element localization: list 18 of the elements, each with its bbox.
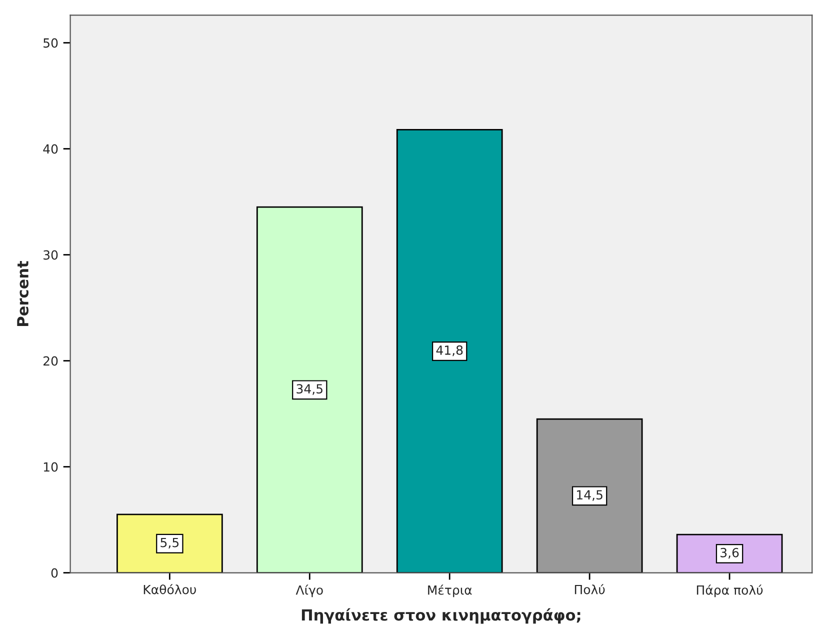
data-label: 14,5 <box>577 490 602 501</box>
y-tick-label: 0 <box>51 568 58 578</box>
data-label: 41,8 <box>436 345 463 356</box>
x-tick-label: Καθόλου <box>144 584 196 594</box>
y-tick-label: 10 <box>44 462 58 472</box>
y-tick-label: 20 <box>44 356 58 366</box>
x-tick-label: Μέτρια <box>428 584 472 598</box>
y-tick-label: 40 <box>43 144 58 154</box>
x-tick-label: Πάρα πολύ <box>696 584 763 598</box>
x-tick-label: Λίγο <box>296 584 323 598</box>
x-axis-title: Πηγαίνετε στον κινηματογράφο; <box>302 608 580 624</box>
y-axis-title: Percent <box>17 261 29 326</box>
y-tick-label: 30 <box>44 250 58 260</box>
x-tick-label: Πολύ <box>574 584 605 594</box>
data-label: 5,5 <box>160 538 179 549</box>
data-label: 3,6 <box>720 548 739 559</box>
data-label: 34,5 <box>296 384 322 395</box>
y-tick-label: 50 <box>44 38 58 48</box>
